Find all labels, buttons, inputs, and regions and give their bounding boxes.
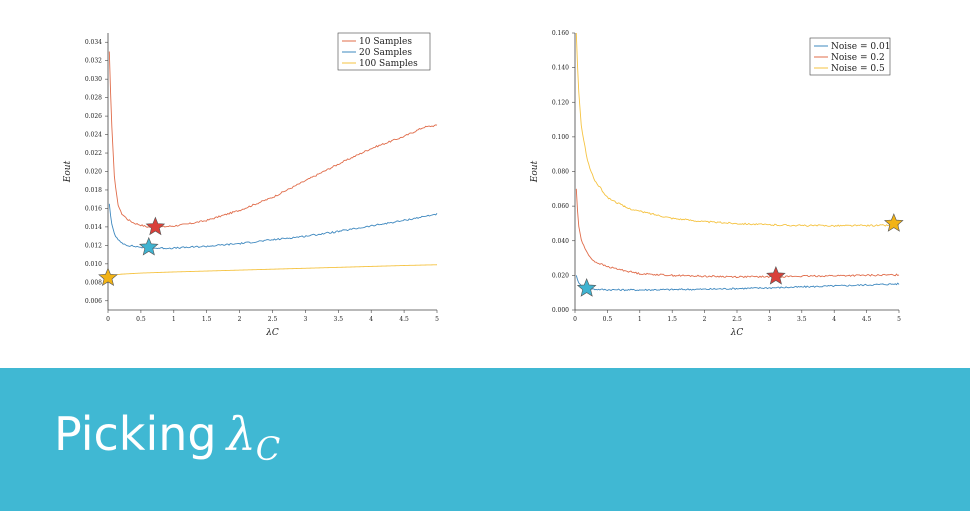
noise-optimum-star-2 — [766, 265, 786, 285]
samples-y-tick-label: 0.018 — [85, 187, 102, 194]
noise-legend-entry: Noise = 0.01 — [831, 42, 890, 52]
samples-y-tick-label: 0.016 — [85, 205, 102, 212]
samples-x-tick-label: 2.5 — [268, 316, 278, 323]
samples-x-tick-label: 3 — [303, 316, 307, 323]
samples-x-tick-label: 4.5 — [399, 316, 409, 323]
noise-y-tick-label: 0.120 — [552, 99, 569, 106]
samples-y-tick-label: 0.032 — [85, 58, 102, 65]
noise-series-line-1 — [575, 275, 900, 292]
noise-y-axis-label: Eout — [530, 160, 540, 183]
noise-x-tick-label: 2.5 — [732, 316, 742, 323]
noise-y-tick-label: 0.020 — [552, 272, 569, 279]
samples-y-tick-label: 0.014 — [85, 224, 102, 231]
noise-optimum-star-1 — [576, 278, 597, 297]
samples-y-tick-label: 0.010 — [85, 261, 102, 268]
samples-y-tick-label: 0.034 — [85, 39, 102, 46]
noise-x-tick-label: 4 — [832, 316, 836, 323]
noise-x-tick-label: 1 — [638, 316, 642, 323]
samples-y-tick-label: 0.024 — [85, 132, 102, 139]
noise-x-tick-label: 5 — [897, 316, 901, 323]
chart-area: 0 0.5 1 1.5 2 2.5 3 3.5 4 4.5 5 0.006 0.008 0.010 0.01… — [63, 30, 904, 338]
samples-y-tick-label: 0.012 — [85, 242, 102, 249]
samples-x-axis-label: λC — [265, 328, 279, 338]
samples-y-tick-label: 0.022 — [85, 150, 102, 157]
samples-x-tick-label: 0 — [106, 316, 110, 323]
noise-optimum-star-3 — [884, 213, 904, 232]
samples-x-tick-label: 1 — [172, 316, 176, 323]
samples-series-line-2 — [108, 203, 438, 250]
noise-y-tick-label: 0.160 — [552, 30, 569, 37]
samples-y-tick-label: 0.028 — [85, 95, 102, 102]
slide-title-symbol: λC — [226, 407, 281, 468]
samples-y-tick-label: 0.008 — [85, 279, 102, 286]
samples-y-tick-label: 0.006 — [85, 298, 102, 305]
samples-series-line-3 — [107, 264, 438, 279]
lambda-symbol: λ — [226, 407, 256, 461]
samples-x-tick-label: 3.5 — [334, 316, 344, 323]
samples-x-tick-label: 0.5 — [136, 316, 146, 323]
samples-optimum-star-3 — [98, 267, 118, 287]
samples-x-tick-label: 5 — [435, 316, 439, 323]
samples-y-tick-label: 0.026 — [85, 113, 102, 120]
noise-x-tick-label: 3.5 — [797, 316, 807, 323]
samples-x-tick-label: 4 — [369, 316, 373, 323]
samples-optimum-star-1 — [145, 216, 166, 236]
samples-y-tick-label: 0.020 — [85, 169, 102, 176]
samples-x-tick-label: 2 — [238, 316, 242, 323]
noise-series-line-2 — [575, 188, 900, 279]
noise-y-tick-label: 0.100 — [552, 134, 569, 141]
noise-y-tick-label: 0.060 — [552, 203, 569, 210]
slide-title-text: Picking — [54, 407, 217, 461]
noise-x-tick-label: 0.5 — [603, 316, 613, 323]
chart-noise: 0 0.5 1 1.5 2 2.5 3 3.5 4 4.5 5 0.000 0.020 0.040 0.06… — [530, 30, 904, 338]
noise-legend-entry: Noise = 0.5 — [831, 64, 885, 74]
noise-x-tick-label: 0 — [573, 316, 577, 323]
noise-x-axis-label: λC — [730, 328, 744, 338]
noise-x-tick-label: 3 — [767, 316, 771, 323]
noise-x-tick-label: 1.5 — [667, 316, 677, 323]
chart-samples: 0 0.5 1 1.5 2 2.5 3 3.5 4 4.5 5 0.006 0.008 0.010 0.01… — [63, 32, 439, 338]
samples-legend-entry: 20 Samples — [359, 48, 412, 58]
title-banner: Picking λC — [0, 368, 970, 511]
noise-x-tick-label: 4.5 — [862, 316, 872, 323]
samples-series-line-1 — [108, 51, 438, 229]
samples-legend-entry: 10 Samples — [359, 37, 412, 47]
samples-optimum-star-2 — [138, 236, 159, 256]
noise-x-tick-label: 2 — [703, 316, 707, 323]
noise-y-tick-label: 0.000 — [552, 307, 569, 314]
noise-y-tick-label: 0.080 — [552, 169, 569, 176]
slide-title: Picking λC — [54, 404, 280, 479]
noise-series-line-3 — [575, 32, 900, 228]
samples-legend-entry: 100 Samples — [359, 59, 418, 69]
noise-y-tick-label: 0.040 — [552, 238, 569, 245]
samples-y-axis-label: Eout — [63, 160, 73, 183]
lambda-subscript: C — [255, 430, 281, 468]
noise-y-tick-label: 0.140 — [552, 65, 569, 72]
noise-legend-entry: Noise = 0.2 — [831, 53, 885, 63]
samples-x-tick-label: 1.5 — [202, 316, 212, 323]
samples-y-tick-label: 0.030 — [85, 76, 102, 83]
